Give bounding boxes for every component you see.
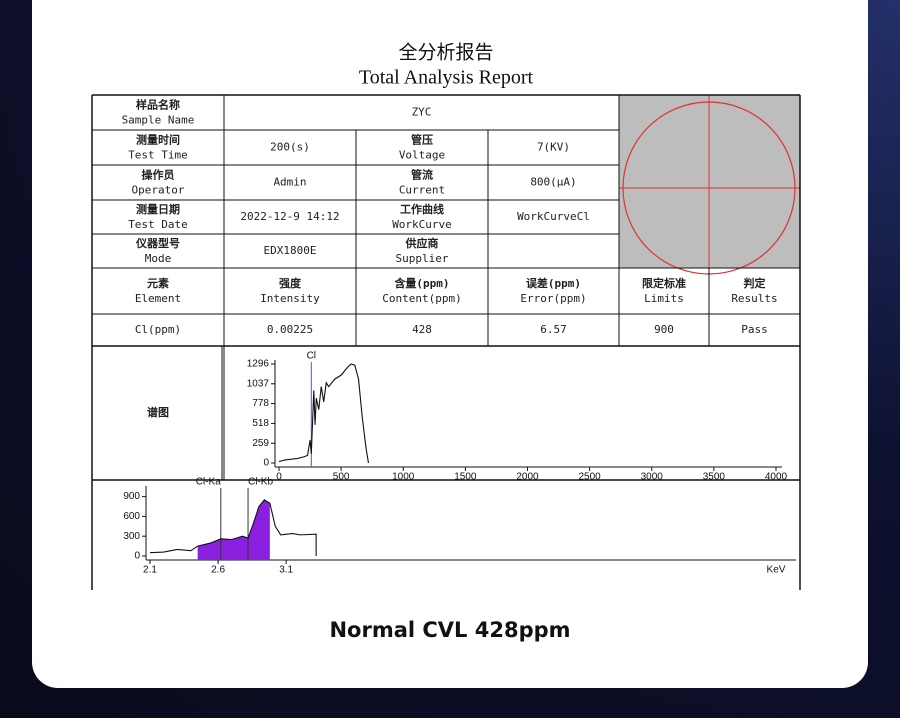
x-tick-label: 2.1	[143, 565, 157, 576]
target-image	[619, 95, 800, 275]
result-header-en: Intensity	[260, 292, 320, 305]
result-header-en: Element	[135, 292, 181, 305]
peak-label: Cl	[307, 351, 316, 362]
y-tick-label: 300	[123, 531, 140, 542]
field-label-zh: 样品名称	[136, 98, 180, 112]
result-header-zh: 含量(ppm)	[393, 276, 449, 290]
field-label-zh: 仪器型号	[135, 236, 180, 250]
y-tick-label: 259	[252, 438, 269, 449]
y-tick-label: 1037	[247, 378, 270, 389]
field-label-en: Voltage	[399, 149, 445, 162]
field-label-zh: 管流	[411, 168, 433, 182]
y-tick-label: 900	[123, 491, 140, 502]
y-tick-label: 0	[263, 458, 269, 469]
result-header-zh: 判定	[744, 276, 766, 290]
field-value: 800(μA)	[530, 176, 576, 189]
field-label-en: Supplier	[396, 252, 449, 265]
field-label-zh: 操作员	[142, 168, 175, 182]
x-tick-label: 1000	[392, 472, 415, 483]
title-zh: 全分析报告	[398, 41, 493, 63]
field-label-zh: 测量日期	[136, 202, 180, 216]
field-label-zh: 供应商	[405, 236, 439, 250]
y-tick-label: 0	[134, 551, 140, 562]
result-header-en: Content(ppm)	[382, 292, 461, 305]
title-en: Total Analysis Report	[359, 67, 534, 89]
field-label-en: Mode	[145, 252, 172, 265]
field-value: 7(KV)	[537, 141, 570, 154]
x-tick-label: 3.1	[279, 565, 293, 576]
peak-label: Cl-Ka	[196, 477, 221, 488]
y-tick-label: 778	[252, 398, 269, 409]
spectrum-label: 谱图	[147, 405, 169, 419]
result-value: 900	[654, 323, 674, 336]
x-tick-label: 500	[333, 472, 350, 483]
y-tick-label: 1296	[247, 359, 270, 370]
x-tick-label: 3500	[703, 472, 726, 483]
y-tick-label: 518	[252, 418, 269, 429]
peak-label: Cl-Kb	[248, 477, 273, 488]
caption: Normal CVL 428ppm	[329, 618, 570, 642]
field-value: 2022-12-9 14:12	[240, 210, 339, 223]
result-header-en: Error(ppm)	[520, 292, 586, 305]
field-value: EDX1800E	[264, 244, 317, 257]
field-label-zh: 管压	[411, 133, 433, 147]
x-tick-label: 3000	[641, 472, 664, 483]
field-label-en: Test Date	[128, 218, 188, 231]
field-value: 200(s)	[270, 141, 310, 154]
x-tick-label: 2500	[579, 472, 602, 483]
field-value: WorkCurveCl	[517, 210, 590, 223]
x-tick-label: 2000	[516, 472, 539, 483]
field-value: ZYC	[412, 106, 432, 119]
result-header-zh: 误差(ppm)	[526, 276, 581, 290]
x-tick-label: 0	[276, 472, 282, 483]
field-label-zh: 工作曲线	[400, 202, 444, 216]
x-tick-label: 1500	[454, 472, 477, 483]
field-label-en: Operator	[132, 184, 185, 197]
spectrum-line	[278, 363, 370, 464]
result-header-en: Limits	[644, 292, 684, 305]
field-value: Admin	[273, 176, 306, 189]
result-value: 428	[412, 323, 432, 336]
spectrum-line	[149, 499, 317, 556]
x-axis-label: KeV	[767, 565, 786, 576]
result-header-zh: 限定标准	[642, 276, 686, 290]
result-value: 0.00225	[267, 323, 313, 336]
result-value: Pass	[741, 323, 768, 336]
result-header-zh: 强度	[279, 276, 302, 290]
field-label-en: Sample Name	[122, 114, 195, 127]
y-tick-label: 600	[123, 511, 140, 522]
x-tick-label: 4000	[765, 472, 788, 483]
result-header-zh: 元素	[147, 276, 169, 290]
x-tick-label: 2.6	[211, 565, 225, 576]
highlight-area	[197, 499, 270, 560]
field-label-en: WorkCurve	[392, 218, 452, 231]
result-value: Cl(ppm)	[135, 323, 181, 336]
field-label-zh: 测量时间	[136, 133, 180, 147]
result-header-en: Results	[731, 292, 777, 305]
result-value: 6.57	[540, 323, 567, 336]
field-label-en: Current	[399, 184, 445, 197]
field-label-en: Test Time	[128, 149, 188, 162]
